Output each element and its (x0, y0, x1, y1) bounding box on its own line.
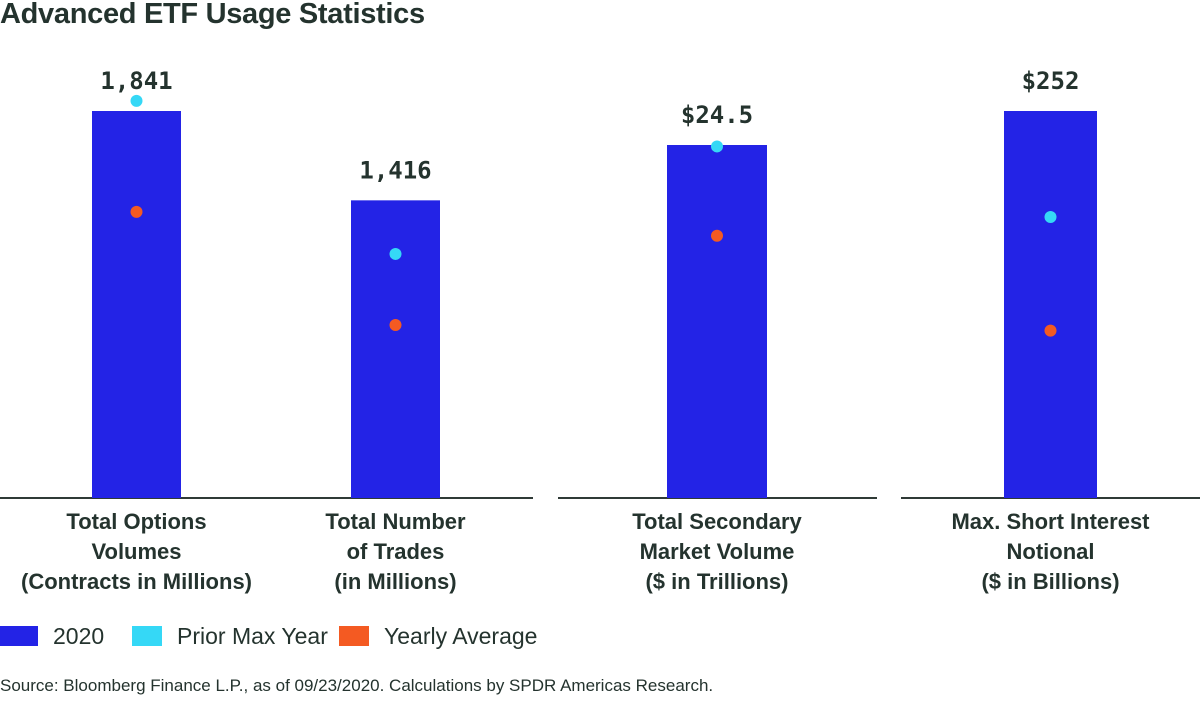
yearly-average-dot-2 (389, 318, 402, 331)
prior-max-dot-3 (711, 140, 723, 153)
category-label: Total Options Volumes (Contracts in Millio… (0, 507, 287, 597)
category-label-line: Total Options (66, 509, 207, 534)
category-label: Max. Short Interest Notional ($ in Billion… (901, 507, 1200, 597)
legend-swatch-prior-max-year (132, 626, 162, 646)
yearly-average-dot-3 (711, 229, 723, 242)
bar-value-label: 1,416 (359, 156, 431, 184)
category-label: Total Secondary Market Volume ($ in Trilli… (567, 507, 867, 597)
category-label-line: Volumes (91, 539, 182, 564)
bar-value-label: $24.5 (681, 101, 753, 129)
category-label-line: ($ in Trillions) (645, 569, 789, 594)
bar-2020-3 (667, 145, 767, 498)
bar-2020-1 (92, 111, 181, 498)
bar-2020-4 (1004, 111, 1097, 498)
bar-value-label: $252 (1022, 67, 1080, 95)
category-label-line: (Contracts in Millions) (21, 569, 252, 594)
category-label-line: Max. Short Interest (951, 509, 1150, 534)
category-label-line: ($ in Billions) (981, 569, 1120, 594)
category-label-line: Total Number (325, 509, 466, 534)
legend-swatch-yearly-average (339, 626, 369, 646)
category-label-line: Total Secondary (632, 509, 802, 534)
category-label-line: Market Volume (639, 539, 795, 564)
legend-item-prior-max-year: Prior Max Year (132, 620, 328, 652)
category-label: Total Number of Trades (in Millions) (246, 507, 546, 597)
bar-value-label: 1,841 (100, 67, 172, 95)
legend-item-yearly-average: Yearly Average (339, 620, 537, 652)
chart-plot: 1,841 1,416 $24.5 $252 (0, 67, 1200, 499)
legend-label: Yearly Average (384, 622, 538, 649)
legend-label: Prior Max Year (177, 622, 328, 649)
category-label-line: (in Millions) (334, 569, 457, 594)
prior-max-dot-1 (130, 94, 143, 107)
chart-title: Advanced ETF Usage Statistics (0, 0, 425, 30)
category-label-line: of Trades (346, 539, 445, 564)
prior-max-dot-2 (389, 247, 402, 260)
legend-item-2020: 2020 (0, 620, 104, 652)
legend-label: 2020 (53, 622, 105, 649)
prior-max-dot-4 (1044, 210, 1057, 223)
bar-2020-2 (351, 200, 440, 498)
legend-swatch-2020 (0, 626, 38, 646)
category-label-line: Notional (1006, 539, 1095, 564)
yearly-average-dot-1 (130, 205, 143, 218)
yearly-average-dot-4 (1044, 324, 1057, 337)
source-note: Source: Bloomberg Finance L.P., as of 09… (0, 676, 714, 695)
